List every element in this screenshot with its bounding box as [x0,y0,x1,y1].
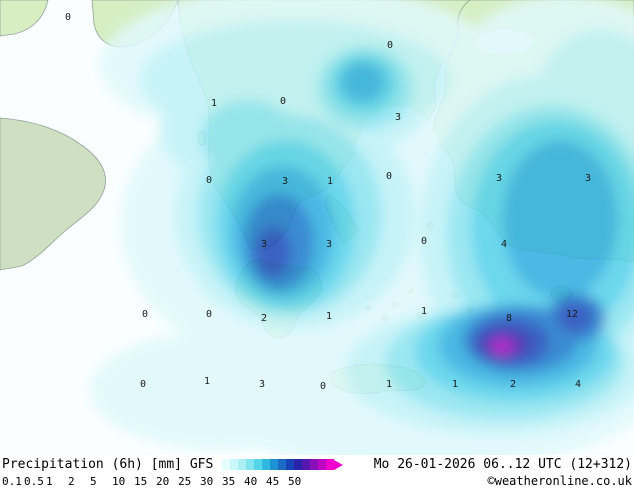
precip-value-label: 0 [206,309,212,320]
precip-value-label: 1 [327,176,333,187]
scale-label: 0.5 [24,474,44,488]
precip-value-label: 3 [282,176,288,187]
precip-value-label: 0 [280,96,286,107]
scale-label: 2 [68,474,75,488]
precip-value-label: 0 [387,40,393,51]
copyright: ©weatheronline.co.uk [487,474,633,488]
precip-value-label: 3 [585,173,591,184]
precip-value-label: 0 [65,12,71,23]
precip-value-label: 1 [204,376,210,387]
scale-segment [270,459,279,470]
scale-label: 30 [200,474,214,488]
footer-row-top: Precipitation (6h) [mm] GFS Mo 26-01-202… [0,455,634,473]
scale-segment [286,459,295,470]
footer: Precipitation (6h) [mm] GFS Mo 26-01-202… [0,455,634,490]
precip-value-label: 3 [261,239,267,250]
scale-segment [326,459,335,470]
color-scale-arrow [334,459,344,470]
scale-label: 15 [134,474,148,488]
scale-label: 35 [222,474,236,488]
precip-value-label: 3 [395,112,401,123]
precip-value-label: 3 [496,173,502,184]
precip-value-label: 1 [326,311,332,322]
precip-value-label: 4 [575,379,581,390]
precip-value-label: 1 [386,379,392,390]
footer-row-bottom: 0.1 0.5 1 2 5 10 15 20 25 30 35 40 45 50 ©weatheronli… [0,473,634,489]
map-title: Precipitation (6h) [mm] GFS [2,457,214,472]
precip-value-label: 8 [506,313,512,324]
precip-value-label: 12 [566,309,578,320]
land-italy-heel [0,117,106,271]
map-area: 0 0 1 0 3 0 3 1 0 3 3 3 3 0 4 0 0 2 1 1 8 12 0 1 3 0 1 1 2 4 [0,0,634,455]
precip-value-label: 0 [320,381,326,392]
precip-value-label: 0 [206,175,212,186]
precip-value-label: 1 [452,379,458,390]
scale-segment [246,459,255,470]
precip-value-label: 3 [326,239,332,250]
precip-value-label: 2 [510,379,516,390]
scale-segment [310,459,319,470]
precip-value-label: 1 [421,306,427,317]
scale-label: 10 [112,474,126,488]
scale-segment [318,459,327,470]
scale-label: 1 [46,474,53,488]
scale-label: 0.1 [2,474,22,488]
scale-segment [254,459,263,470]
precip-value-label: 4 [501,239,507,250]
scale-label: 5 [90,474,97,488]
land-italy-north [0,0,49,37]
scale-label: 40 [244,474,258,488]
precip-value-label: 0 [142,309,148,320]
scale-segment [222,459,231,470]
scale-segment [302,459,311,470]
value-labels: 001 030 3 1 0 3 33 3 0 40 0 2 1 18 120 1 3 0 1 1 2 4 [65,12,591,392]
precip-value-label: 0 [421,236,427,247]
scale-segment [262,459,271,470]
scale-label: 25 [178,474,192,488]
scale-segment [230,459,239,470]
forecast-datetime: Mo 26-01-2026 06..12 UTC (12+312) [373,457,632,472]
precip-value-label: 1 [211,98,217,109]
scale-segment [294,459,303,470]
precip-value-label: 0 [140,379,146,390]
precip-value-label: 3 [259,379,265,390]
scale-label: 50 [288,474,302,488]
scale-label: 20 [156,474,170,488]
scale-labels: 0.1 0.5 1 2 5 10 15 20 25 30 35 40 45 50 [2,475,310,488]
scale-label: 45 [266,474,280,488]
precip-value-label: 2 [261,313,267,324]
precipitation-map: 001 030 3 1 0 3 33 3 0 40 0 2 1 18 120 1 3 0 1 1 2 4 [0,0,634,455]
precip-value-label: 0 [386,171,392,182]
scale-segment [238,459,247,470]
scale-segment [278,459,287,470]
precipitation-field [90,0,634,455]
color-scale-bar [222,459,335,470]
